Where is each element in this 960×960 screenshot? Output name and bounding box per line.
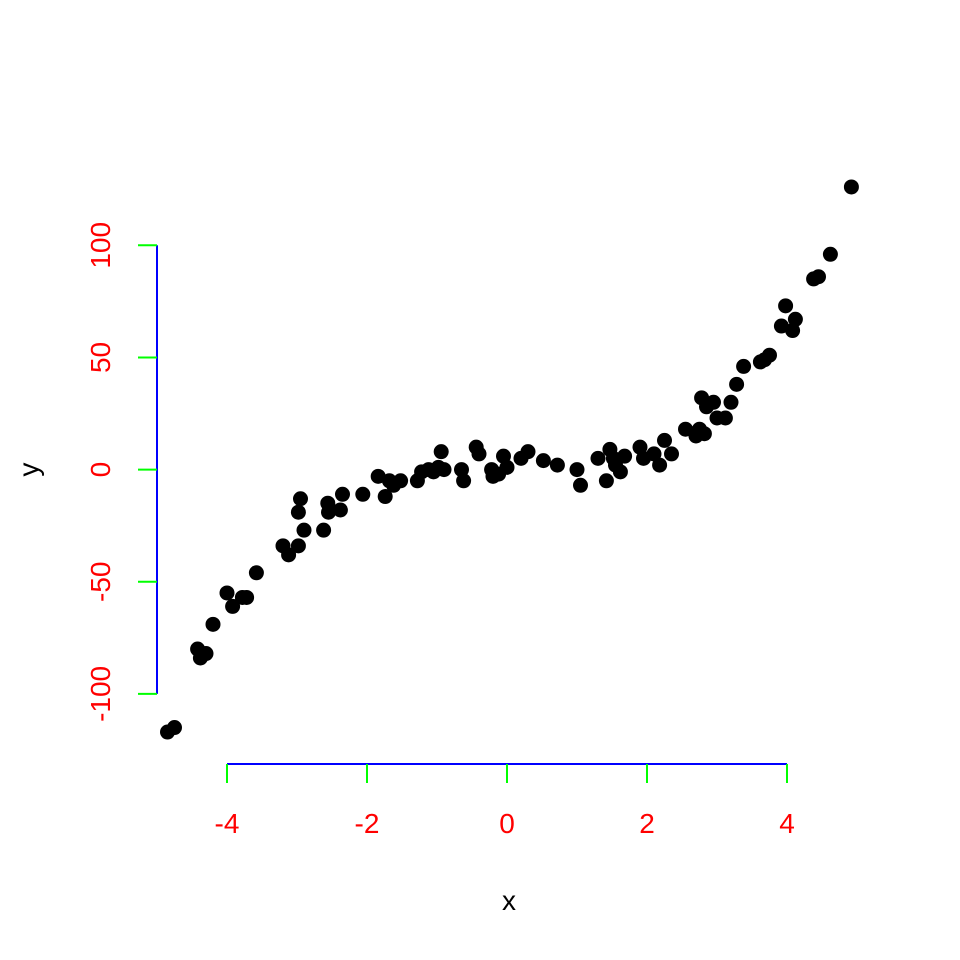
y-tick-label: 100	[85, 222, 116, 269]
data-point	[785, 323, 801, 339]
data-point	[377, 489, 393, 505]
data-point	[205, 616, 221, 632]
data-point	[316, 522, 332, 538]
data-point	[239, 589, 255, 605]
data-point	[296, 522, 312, 538]
data-point	[723, 394, 739, 410]
y-tick-label: -50	[85, 562, 116, 602]
data-point	[736, 358, 752, 374]
data-point	[471, 446, 487, 462]
data-point	[454, 462, 469, 478]
data-point	[646, 446, 662, 462]
data-point	[520, 444, 536, 460]
y-tick-label: -100	[85, 666, 116, 722]
data-point	[778, 298, 794, 314]
data-point	[729, 376, 745, 392]
data-points	[160, 179, 859, 740]
data-point	[499, 459, 515, 475]
data-point	[811, 269, 826, 285]
data-point	[293, 491, 308, 507]
y-axis-ticks: -100 -50 0 50 100	[85, 222, 157, 722]
data-point	[290, 538, 306, 554]
data-point	[355, 486, 371, 502]
data-point	[787, 311, 803, 327]
x-axis-title: x	[502, 885, 516, 916]
x-tick-label: -2	[355, 808, 380, 839]
data-point	[573, 477, 588, 493]
data-point	[456, 473, 472, 489]
data-point	[281, 547, 297, 563]
data-point	[321, 504, 336, 520]
data-point	[248, 565, 264, 581]
data-point	[219, 585, 235, 601]
data-point	[822, 246, 838, 262]
data-point	[762, 347, 777, 363]
x-tick-label: 2	[639, 808, 655, 839]
data-point	[290, 504, 306, 520]
data-point	[225, 598, 241, 614]
data-point	[612, 464, 628, 480]
y-tick-label: 50	[85, 342, 116, 373]
data-point	[590, 450, 606, 466]
data-point	[696, 426, 712, 442]
data-point	[617, 448, 633, 464]
data-point	[393, 473, 409, 489]
data-point	[549, 457, 565, 473]
data-point	[335, 486, 350, 502]
x-tick-label: 0	[499, 808, 515, 839]
data-point	[717, 410, 733, 426]
y-axis-title: y	[13, 463, 44, 477]
data-point	[535, 453, 551, 469]
y-tick-label: 0	[85, 462, 116, 478]
data-point	[664, 446, 679, 462]
data-point	[843, 179, 859, 195]
data-point	[652, 457, 668, 473]
x-axis-ticks: -4 -2 0 2 4	[215, 764, 795, 839]
data-point	[167, 720, 182, 736]
data-point	[657, 432, 672, 448]
data-point	[332, 502, 348, 518]
x-tick-label: -4	[215, 808, 240, 839]
x-tick-label: 4	[779, 808, 795, 839]
data-point	[436, 462, 452, 478]
data-point	[569, 462, 585, 478]
data-point	[198, 646, 214, 662]
data-point	[598, 473, 614, 489]
data-point	[433, 444, 449, 460]
data-point	[706, 394, 721, 410]
